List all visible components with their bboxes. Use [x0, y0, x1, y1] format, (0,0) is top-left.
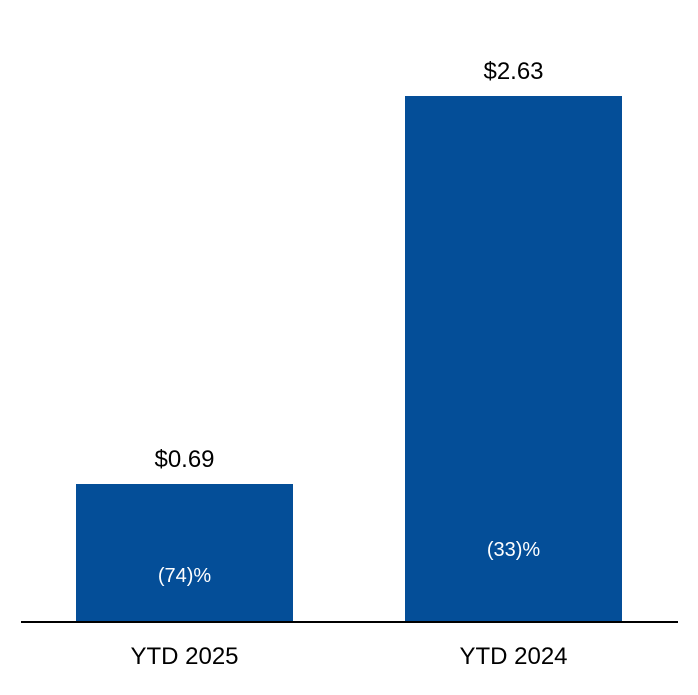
labels-layer: $0.69 (74)% YTD 2025 $2.63 (33)% YTD 2024	[130, 58, 567, 670]
category-label-ytd-2025: YTD 2025	[130, 643, 238, 670]
category-label-ytd-2024: YTD 2024	[459, 643, 567, 670]
bars-layer	[76, 96, 622, 622]
bar-ytd-2024	[405, 96, 622, 622]
change-label-ytd-2024: (33)%	[487, 539, 541, 561]
value-label-ytd-2025: $0.69	[154, 446, 214, 473]
bar-ytd-2025	[76, 484, 293, 622]
change-label-ytd-2025: (74)%	[158, 565, 212, 587]
value-label-ytd-2024: $2.63	[483, 58, 543, 85]
